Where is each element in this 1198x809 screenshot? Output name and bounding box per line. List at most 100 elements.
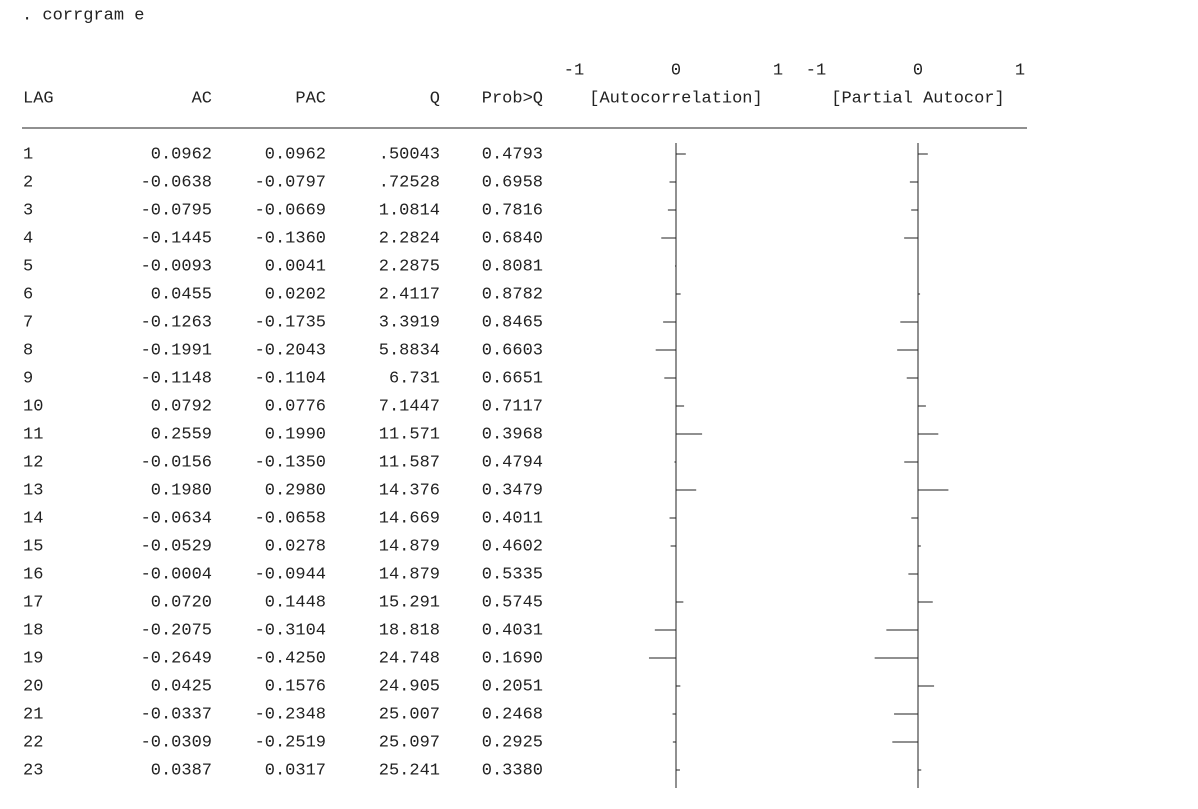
cell: 21 xyxy=(23,705,43,724)
scale-label: -1 xyxy=(806,61,826,80)
scale-label: 0 xyxy=(671,61,681,80)
cell: 0.0720 xyxy=(151,593,212,612)
cell: 0.3380 xyxy=(482,761,543,780)
cell: -0.0004 xyxy=(141,565,212,584)
cell: 3 xyxy=(23,201,33,220)
cell: -0.1735 xyxy=(255,313,326,332)
cell: 5 xyxy=(23,257,33,276)
cell: 23 xyxy=(23,761,43,780)
cell: 16 xyxy=(23,565,43,584)
cell: 6 xyxy=(23,285,33,304)
cell: 25.007 xyxy=(379,705,440,724)
column-header: Prob>Q xyxy=(482,89,543,108)
column-header: Q xyxy=(430,89,440,108)
cell: 0.0202 xyxy=(265,285,326,304)
cell: 0.0962 xyxy=(151,145,212,164)
cell: 0.0776 xyxy=(265,397,326,416)
cell: 14.669 xyxy=(379,509,440,528)
cell: 0.7117 xyxy=(482,397,543,416)
cell: 24.748 xyxy=(379,649,440,668)
cell: 25.097 xyxy=(379,733,440,752)
cell: 0.0792 xyxy=(151,397,212,416)
cell: 0.3968 xyxy=(482,425,543,444)
cell: 0.4031 xyxy=(482,621,543,640)
cell: -0.2043 xyxy=(255,341,326,360)
cell: 24.905 xyxy=(379,677,440,696)
cell: 0.4794 xyxy=(482,453,543,472)
cell: 11.571 xyxy=(379,425,440,444)
cell: -0.0944 xyxy=(255,565,326,584)
cell: 13 xyxy=(23,481,43,500)
cell: 0.7816 xyxy=(482,201,543,220)
cell: 4 xyxy=(23,229,33,248)
cell: -0.2075 xyxy=(141,621,212,640)
cell: -0.0797 xyxy=(255,173,326,192)
cell: 2 xyxy=(23,173,33,192)
scale-label: 0 xyxy=(913,61,923,80)
cell: 0.0425 xyxy=(151,677,212,696)
cell: 11.587 xyxy=(379,453,440,472)
cell: 0.3479 xyxy=(482,481,543,500)
cell: -0.0638 xyxy=(141,173,212,192)
scale-label: 1 xyxy=(773,61,783,80)
cell: -0.0156 xyxy=(141,453,212,472)
cell: 0.2051 xyxy=(482,677,543,696)
cell: 7 xyxy=(23,313,33,332)
cell: -0.3104 xyxy=(255,621,326,640)
cell: -0.2348 xyxy=(255,705,326,724)
cell: -0.0093 xyxy=(141,257,212,276)
cell: -0.0658 xyxy=(255,509,326,528)
cell: 0.4793 xyxy=(482,145,543,164)
cell: -0.0529 xyxy=(141,537,212,556)
cell: 0.1990 xyxy=(265,425,326,444)
cell: 0.0455 xyxy=(151,285,212,304)
cell: -0.2519 xyxy=(255,733,326,752)
cell: -0.0795 xyxy=(141,201,212,220)
cell: -0.1991 xyxy=(141,341,212,360)
cell: 0.4011 xyxy=(482,509,543,528)
cell: -0.0669 xyxy=(255,201,326,220)
cell: 9 xyxy=(23,369,33,388)
cell: 0.6840 xyxy=(482,229,543,248)
cell: 2.2875 xyxy=(379,257,440,276)
cell: 0.6958 xyxy=(482,173,543,192)
cell: 14.879 xyxy=(379,565,440,584)
column-header: PAC xyxy=(295,89,326,108)
cell: 0.6603 xyxy=(482,341,543,360)
cell: 2.2824 xyxy=(379,229,440,248)
cell: 25.241 xyxy=(379,761,440,780)
cell: 20 xyxy=(23,677,43,696)
cell: -0.1263 xyxy=(141,313,212,332)
cell: -0.4250 xyxy=(255,649,326,668)
cell: 15 xyxy=(23,537,43,556)
cell: 0.0317 xyxy=(265,761,326,780)
cell: -0.1360 xyxy=(255,229,326,248)
column-header: AC xyxy=(192,89,212,108)
cell: 15.291 xyxy=(379,593,440,612)
cell: 0.1448 xyxy=(265,593,326,612)
cell: -0.0634 xyxy=(141,509,212,528)
cell: 22 xyxy=(23,733,43,752)
cell: 0.2925 xyxy=(482,733,543,752)
cell: -0.1104 xyxy=(255,369,326,388)
cell: 0.2468 xyxy=(482,705,543,724)
cell: 2.4117 xyxy=(379,285,440,304)
cell: 0.0962 xyxy=(265,145,326,164)
cell: 0.0387 xyxy=(151,761,212,780)
cell: 0.8782 xyxy=(482,285,543,304)
cell: -0.0309 xyxy=(141,733,212,752)
cell: 3.3919 xyxy=(379,313,440,332)
cell: 0.1980 xyxy=(151,481,212,500)
cell: 0.0041 xyxy=(265,257,326,276)
cell: .50043 xyxy=(379,145,440,164)
cell: 18.818 xyxy=(379,621,440,640)
cell: 0.2980 xyxy=(265,481,326,500)
scale-label: -1 xyxy=(564,61,584,80)
cell: 0.5745 xyxy=(482,593,543,612)
cell: -0.1350 xyxy=(255,453,326,472)
cell: 14.376 xyxy=(379,481,440,500)
cell: 17 xyxy=(23,593,43,612)
cell: 1.0814 xyxy=(379,201,440,220)
